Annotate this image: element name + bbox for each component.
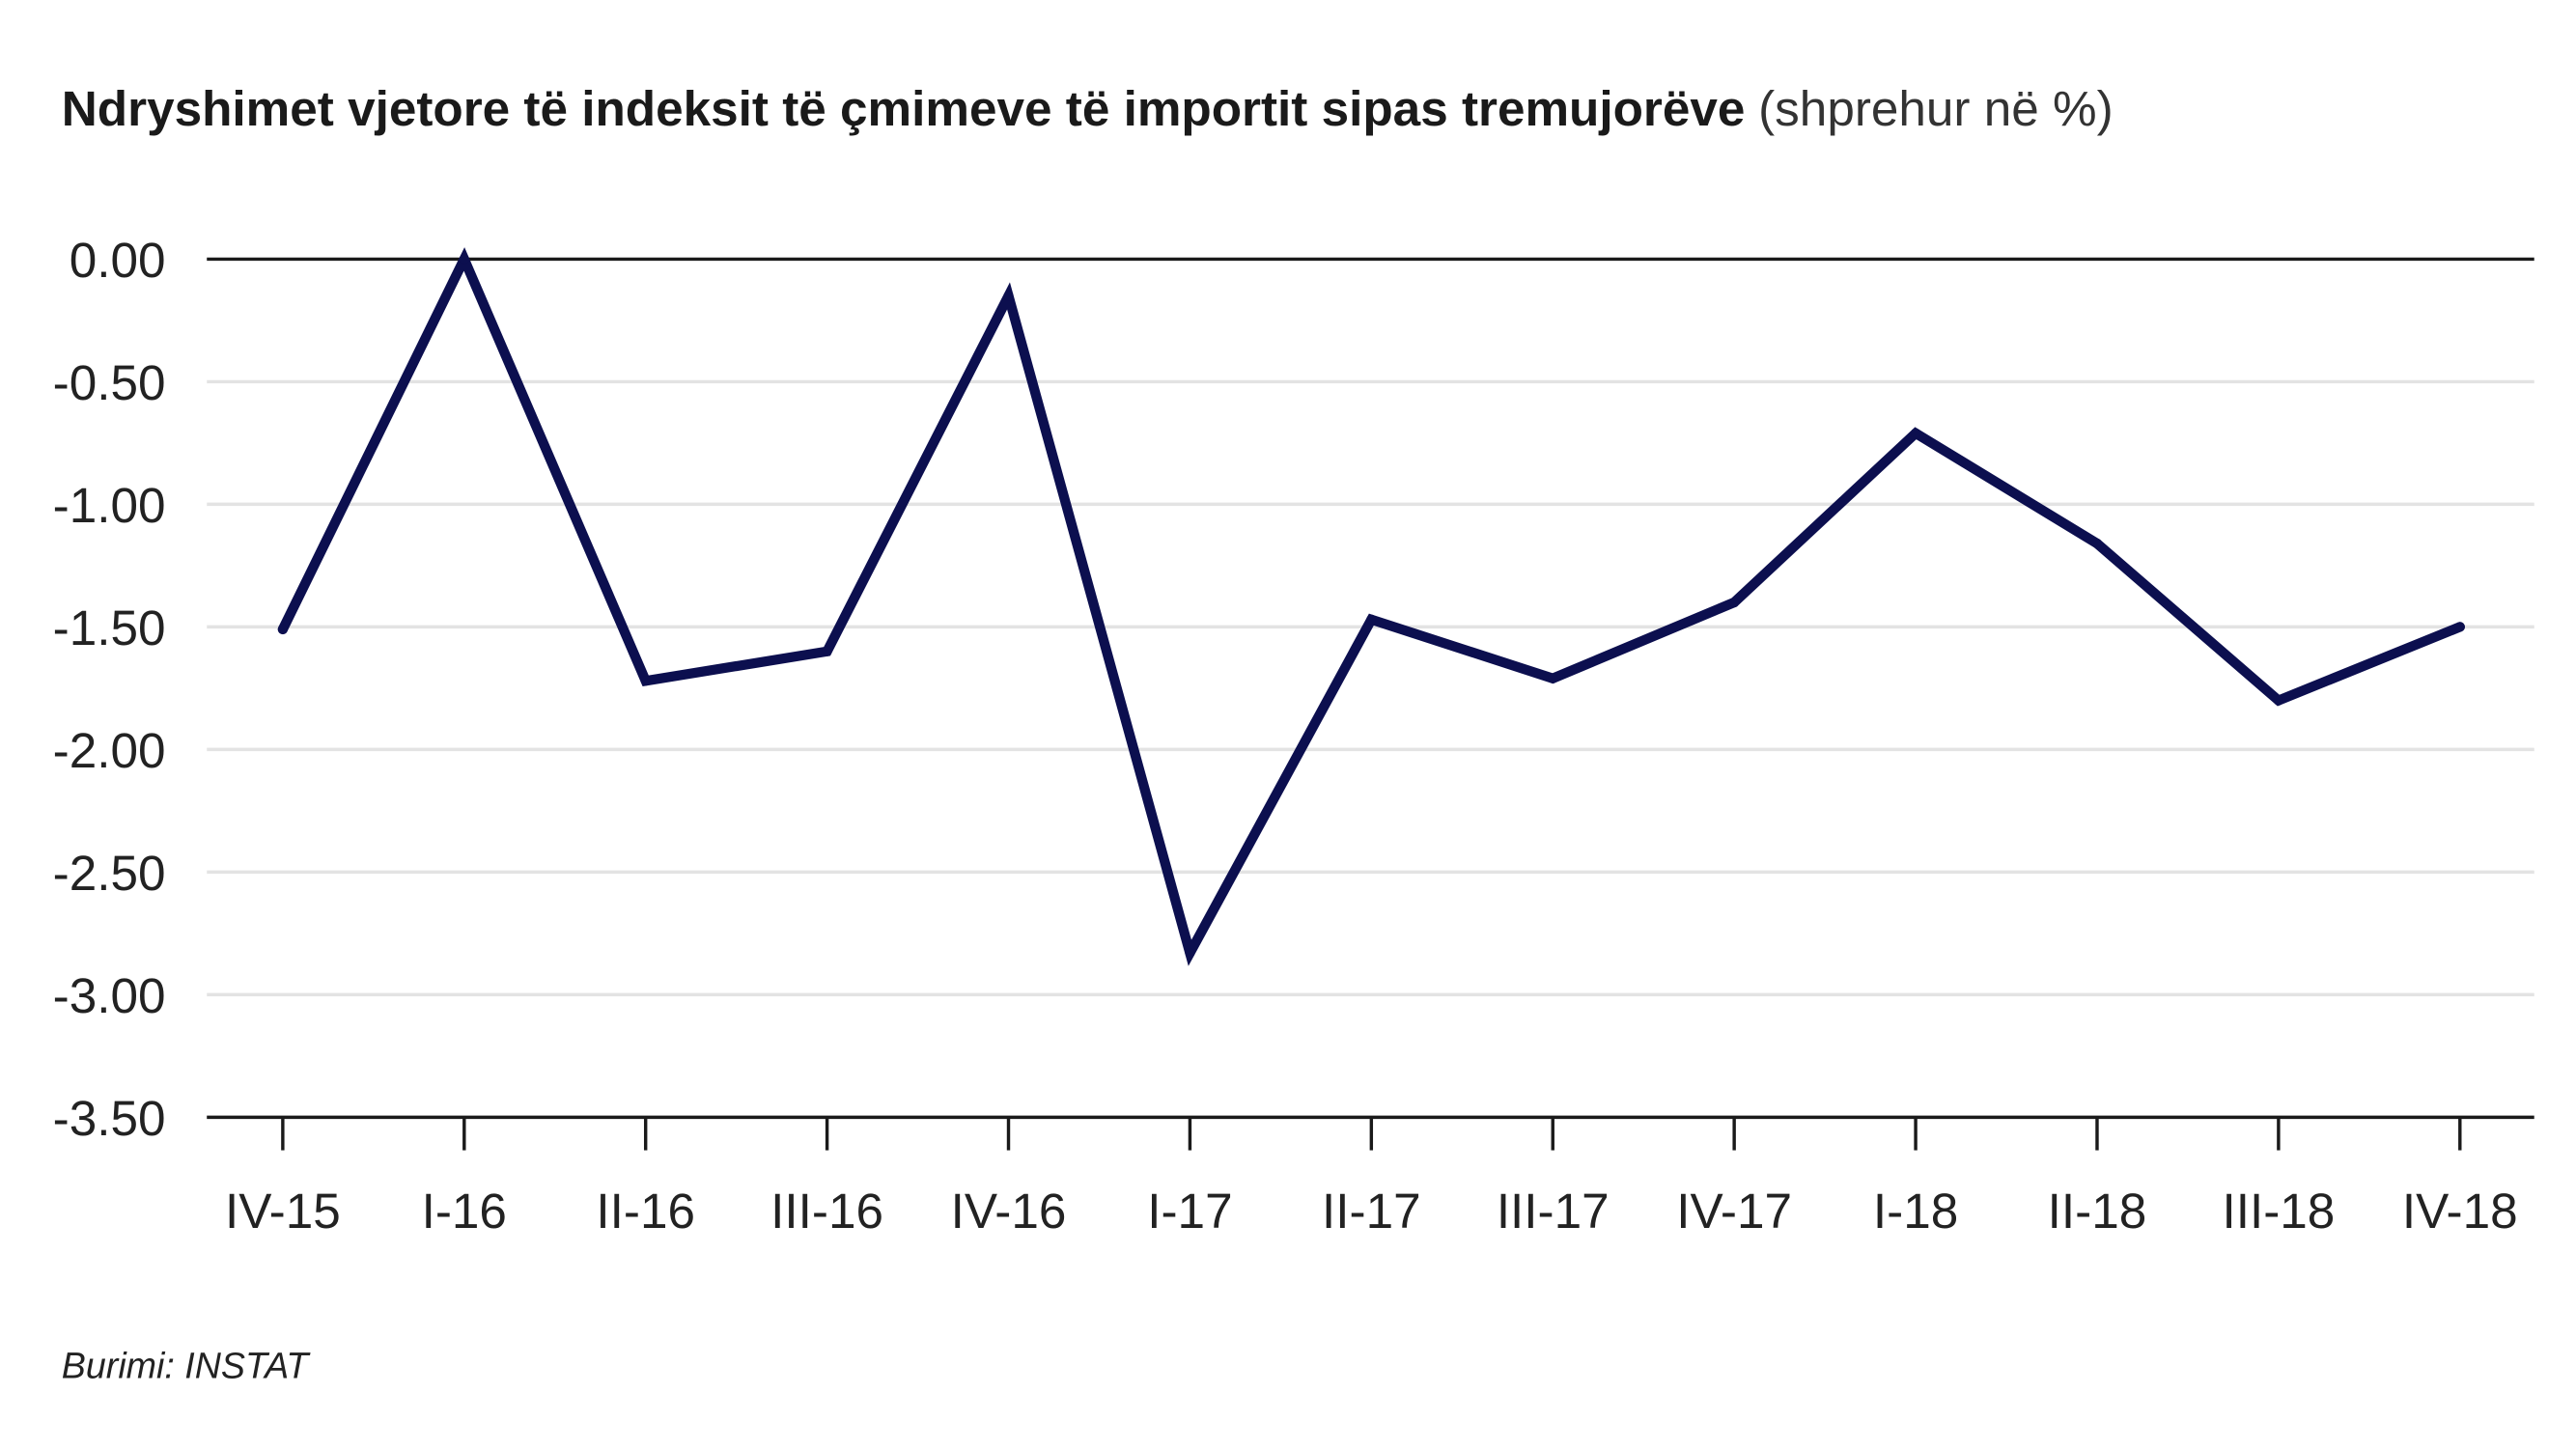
y-axis: 0.00 -0.50 -1.00 -1.50 -2.00 -2.50 -3.00 -3.50 — [53, 233, 166, 1146]
source-note: Burimi: INSTAT — [62, 1345, 312, 1385]
chart-title: Ndryshimet vjetore të indeksit të çmimev… — [62, 81, 1746, 136]
y-tick-label: -2.00 — [53, 723, 166, 778]
data-point — [640, 676, 651, 686]
data-point — [1729, 597, 1740, 608]
data-point — [822, 646, 832, 656]
data-point — [1003, 291, 1014, 301]
data-point — [277, 624, 289, 635]
x-tick-label: III-18 — [2222, 1184, 2335, 1239]
data-point — [2091, 538, 2103, 549]
x-tick-label: II-17 — [1322, 1184, 1421, 1239]
x-tick-label: III-17 — [1497, 1184, 1610, 1239]
y-tick-label: -3.50 — [53, 1091, 166, 1146]
svg-text:Ndryshimet vjetore të indeksit: Ndryshimet vjetore të indeksit të çmimev… — [62, 81, 2114, 136]
x-tick-label: III-16 — [770, 1184, 883, 1239]
series-line — [277, 247, 2465, 966]
x-axis: IV-15 I-16 II-16 III-16 IV-16 I-17 II-17 III-17… — [225, 1117, 2518, 1239]
data-point — [1910, 428, 1921, 438]
data-point — [1548, 673, 1558, 683]
gridlines — [207, 257, 2534, 1120]
data-point — [1185, 948, 1195, 959]
x-tick-label: IV-17 — [1676, 1184, 1792, 1239]
x-tick-label: IV-18 — [2402, 1184, 2518, 1239]
x-tick-label: IV-15 — [225, 1184, 341, 1239]
y-tick-label: -1.50 — [53, 600, 166, 655]
x-tick-label: IV-16 — [951, 1184, 1067, 1239]
y-tick-label: -3.00 — [53, 968, 166, 1023]
data-point — [2454, 622, 2465, 632]
y-tick-label: -1.00 — [53, 478, 166, 533]
x-tick-label: I-18 — [1873, 1184, 1958, 1239]
x-tick-label: I-16 — [422, 1184, 507, 1239]
x-tick-label: II-18 — [2048, 1184, 2147, 1239]
y-tick-label: -0.50 — [53, 355, 166, 410]
x-tick-label: II-16 — [596, 1184, 695, 1239]
chart-subtitle: (shprehur në %) — [1758, 81, 2114, 136]
data-point — [1366, 614, 1377, 625]
y-tick-label: 0.00 — [70, 233, 166, 288]
y-tick-label: -2.50 — [53, 846, 166, 901]
x-tick-label: I-17 — [1147, 1184, 1232, 1239]
series-group — [277, 247, 2465, 966]
data-point — [2273, 695, 2284, 706]
data-point — [459, 254, 469, 265]
